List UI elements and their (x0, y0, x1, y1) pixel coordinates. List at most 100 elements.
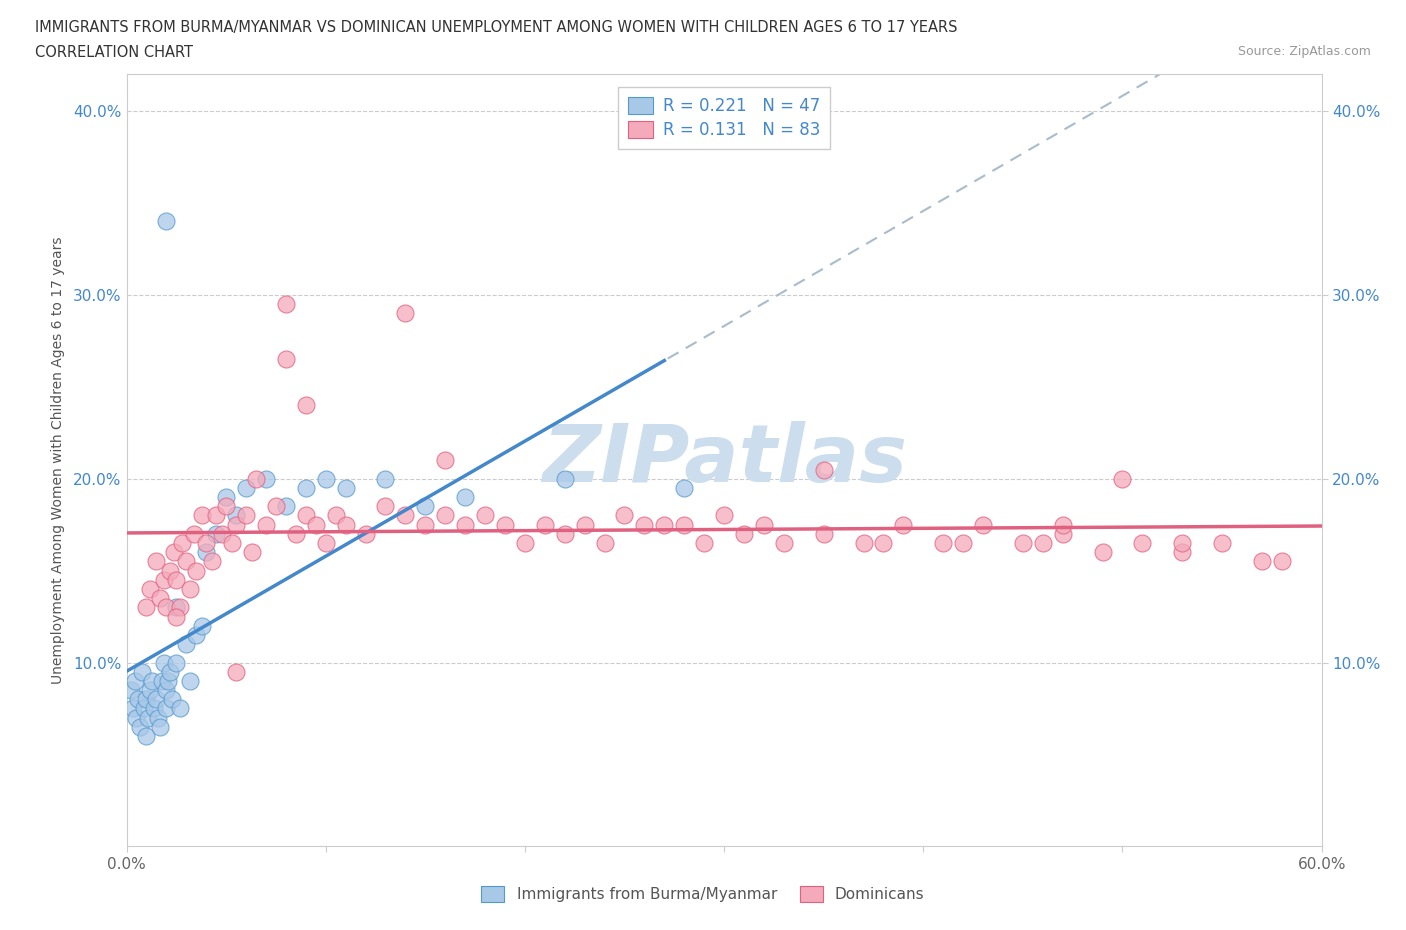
Legend: Immigrants from Burma/Myanmar, Dominicans: Immigrants from Burma/Myanmar, Dominican… (475, 880, 931, 909)
Point (149, 591, 172, 605)
Point (434, 453, 457, 468)
Point (254, 517, 277, 532)
Point (513, 536, 536, 551)
Point (284, 526, 307, 541)
Point (121, 701, 143, 716)
Point (872, 536, 894, 551)
Point (134, 701, 156, 716)
Point (773, 536, 796, 551)
Point (235, 508, 257, 523)
Point (120, 683, 142, 698)
Point (159, 564, 181, 578)
Point (127, 692, 149, 707)
Point (413, 498, 436, 513)
Point (264, 498, 287, 513)
Point (150, 673, 174, 688)
Point (215, 498, 238, 513)
Point (633, 517, 655, 532)
Point (1032, 536, 1054, 551)
Point (157, 673, 180, 688)
Point (165, 600, 187, 615)
Point (274, 297, 297, 312)
Point (183, 526, 205, 541)
Point (155, 701, 177, 716)
Point (172, 536, 194, 551)
Text: CORRELATION CHART: CORRELATION CHART (35, 45, 193, 60)
Point (1271, 554, 1294, 569)
Point (673, 481, 696, 496)
Point (155, 683, 177, 698)
Point (195, 545, 218, 560)
Point (225, 664, 247, 679)
Point (211, 526, 233, 541)
Point (162, 692, 184, 707)
Point (474, 508, 496, 523)
Point (174, 637, 197, 652)
Point (138, 711, 160, 725)
Point (374, 498, 396, 513)
Point (1171, 536, 1194, 551)
Point (215, 490, 238, 505)
Point (335, 517, 357, 532)
Point (394, 508, 416, 523)
Point (165, 655, 187, 670)
Point (191, 508, 214, 523)
Point (494, 517, 516, 532)
Point (1250, 554, 1272, 569)
Point (149, 720, 172, 735)
Point (245, 472, 267, 486)
Point (1211, 536, 1233, 551)
Point (813, 462, 835, 477)
Point (155, 600, 177, 615)
Point (125, 711, 148, 725)
Point (169, 600, 191, 615)
Point (135, 728, 157, 743)
Point (952, 536, 974, 551)
Point (135, 692, 157, 707)
Point (1011, 536, 1033, 551)
Legend: R = 0.221   N = 47, R = 0.131   N = 83: R = 0.221 N = 47, R = 0.131 N = 83 (617, 86, 831, 149)
Point (155, 214, 177, 229)
Point (673, 517, 696, 532)
Point (179, 673, 201, 688)
Text: ZIPatlas: ZIPatlas (541, 421, 907, 499)
Point (139, 683, 162, 698)
Point (972, 517, 994, 532)
Point (1052, 526, 1074, 541)
Point (325, 508, 347, 523)
Y-axis label: Unemployment Among Women with Children Ages 6 to 17 years: Unemployment Among Women with Children A… (51, 236, 65, 684)
Point (145, 554, 167, 569)
Point (305, 517, 328, 532)
Text: IMMIGRANTS FROM BURMA/MYANMAR VS DOMINICAN UNEMPLOYMENT AMONG WOMEN WITH CHILDRE: IMMIGRANTS FROM BURMA/MYANMAR VS DOMINIC… (35, 20, 957, 35)
Point (174, 554, 197, 569)
Point (613, 508, 636, 523)
Point (143, 701, 166, 716)
Point (254, 472, 277, 486)
Point (652, 517, 675, 532)
Point (554, 472, 576, 486)
Point (852, 536, 875, 551)
Point (713, 508, 735, 523)
Point (1130, 536, 1153, 551)
Point (274, 498, 297, 513)
Point (434, 508, 457, 523)
Point (394, 306, 416, 321)
Point (315, 536, 337, 551)
Point (139, 581, 162, 596)
Point (165, 572, 187, 587)
Point (554, 526, 576, 541)
Point (533, 517, 555, 532)
Point (454, 517, 477, 532)
Point (145, 692, 167, 707)
Point (221, 536, 243, 551)
Point (195, 536, 218, 551)
Point (733, 526, 755, 541)
Point (315, 472, 337, 486)
Point (294, 508, 316, 523)
Point (294, 481, 316, 496)
Point (129, 720, 152, 735)
Point (191, 618, 214, 633)
Point (159, 664, 181, 679)
Point (593, 536, 616, 551)
Point (374, 472, 396, 486)
